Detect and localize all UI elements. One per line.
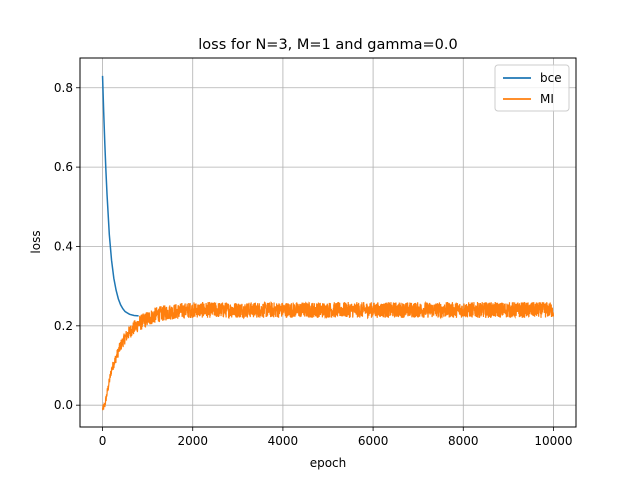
y-tick-label: 0.2 [54, 319, 73, 333]
y-tick-label: 0.8 [54, 81, 73, 95]
x-tick-label: 10000 [534, 434, 572, 448]
x-tick-label: 6000 [358, 434, 389, 448]
y-tick-label: 0.4 [54, 239, 73, 253]
legend-label-mi: MI [540, 92, 554, 106]
grid-lines [80, 58, 576, 427]
legend-label-bce: bce [540, 71, 562, 85]
x-axis-label: epoch [310, 456, 347, 470]
legend: bce MI [494, 64, 570, 112]
y-axis-label: loss [29, 230, 43, 253]
y-tick-label: 0.6 [54, 160, 73, 174]
x-axis-ticks: 0 2000 4000 6000 8000 10000 [99, 427, 573, 448]
x-tick-label: 4000 [268, 434, 299, 448]
series-line-bce [101, 75, 139, 317]
series-layer [101, 75, 555, 411]
chart-title: loss for N=3, M=1 and gamma=0.0 [198, 37, 457, 53]
x-tick-label: 8000 [448, 434, 479, 448]
series-line-mi [101, 301, 555, 411]
y-axis-ticks: 0.0 0.2 0.4 0.6 0.8 [54, 81, 80, 412]
x-tick-label: 2000 [177, 434, 208, 448]
plot-frame [79, 57, 577, 428]
y-tick-label: 0.0 [54, 398, 73, 412]
x-tick-label: 0 [99, 434, 107, 448]
